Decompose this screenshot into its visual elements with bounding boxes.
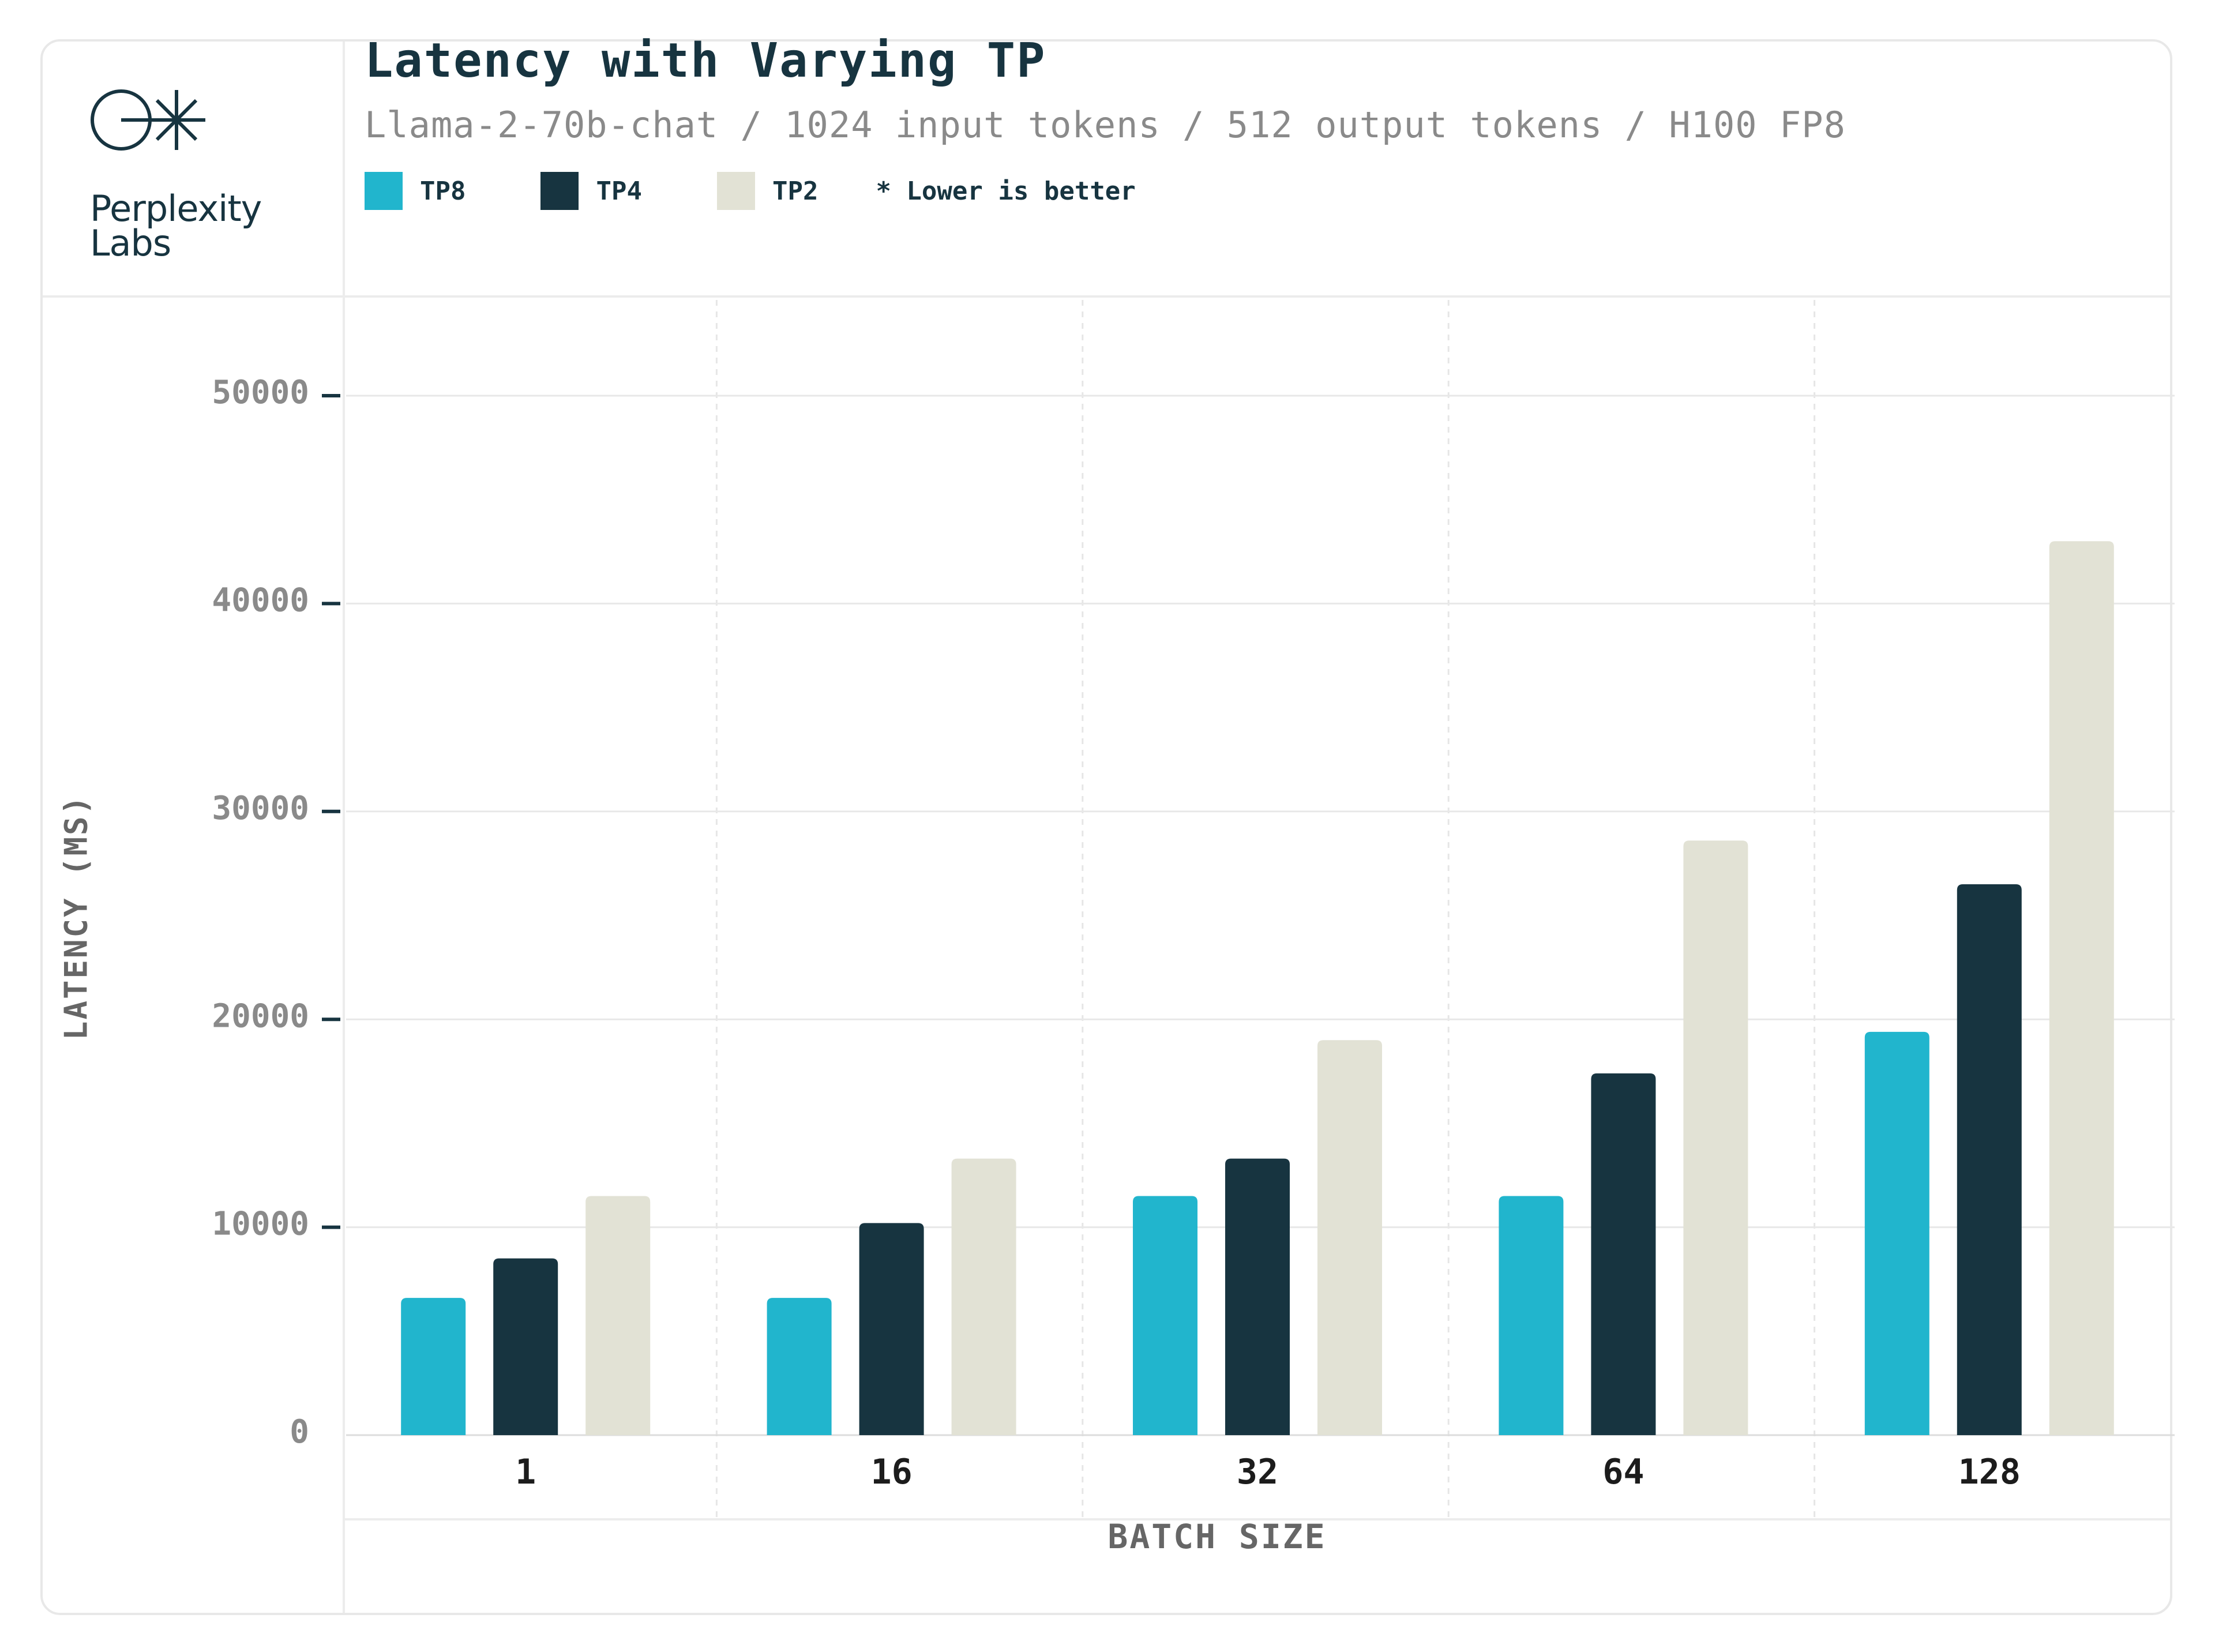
chart-card: Perplexity Labs xyxy=(40,39,2172,1615)
bar-tp8-batch-64 xyxy=(1499,1196,1564,1435)
legend-label-tp2: TP2 xyxy=(772,176,819,206)
x-tick-label: 1 xyxy=(515,1452,536,1492)
bar-tp2-batch-1 xyxy=(585,1196,651,1435)
perplexity-logo-icon xyxy=(91,89,205,151)
bar-tp4-batch-16 xyxy=(859,1223,924,1435)
brand-name: Perplexity Labs xyxy=(90,187,262,264)
bar-tp8-batch-16 xyxy=(767,1298,832,1435)
legend-item-tp2: TP2 xyxy=(716,172,819,210)
bar-tp2-batch-32 xyxy=(1317,1040,1382,1435)
y-tick-label: 0 xyxy=(290,1413,309,1451)
header-divider xyxy=(43,295,2170,298)
x-tick-label: 32 xyxy=(1237,1452,1278,1492)
x-tick-label: 64 xyxy=(1602,1452,1644,1492)
bar-tp2-batch-128 xyxy=(2049,541,2114,1435)
lower-is-better-note: * Lower is better xyxy=(876,176,1136,206)
y-tick-label: 40000 xyxy=(212,582,309,620)
bar-tp4-batch-64 xyxy=(1591,1073,1656,1435)
x-tick-label: 128 xyxy=(1958,1452,2021,1492)
legend-swatch-tp2 xyxy=(716,172,755,210)
xaxis-label-divider xyxy=(343,1518,2170,1520)
bar-tp4-batch-128 xyxy=(1957,884,2022,1435)
y-tick-label: 20000 xyxy=(212,997,309,1035)
y-tick-label: 30000 xyxy=(212,790,309,827)
chart-title: Latency with Varying TP xyxy=(365,33,1046,88)
legend-label-tp4: TP4 xyxy=(596,176,642,206)
legend-swatch-tp8 xyxy=(365,172,403,210)
bar-tp4-batch-32 xyxy=(1225,1158,1290,1435)
bar-tp8-batch-1 xyxy=(401,1298,466,1435)
y-tick-label: 10000 xyxy=(212,1206,309,1243)
chart-subtitle: Llama-2-70b-chat / 1024 input tokens / 5… xyxy=(365,104,1846,146)
bar-tp2-batch-16 xyxy=(951,1158,1016,1435)
bar-tp4-batch-1 xyxy=(493,1258,558,1435)
x-tick-label: 16 xyxy=(870,1452,912,1492)
bar-tp8-batch-32 xyxy=(1133,1196,1197,1435)
legend-item-tp8: TP8 xyxy=(365,172,465,210)
vertical-divider xyxy=(343,42,345,1613)
y-tick-label: 50000 xyxy=(212,374,309,411)
bar-tp8-batch-128 xyxy=(1864,1031,1929,1435)
legend-swatch-tp4 xyxy=(540,172,579,210)
bar-tp2-batch-64 xyxy=(1683,840,1748,1435)
x-axis-label: BATCH SIZE xyxy=(1108,1517,1327,1556)
legend-item-tp4: TP4 xyxy=(540,172,642,210)
brand-area: Perplexity Labs xyxy=(43,42,343,296)
legend: TP8 TP4 TP2 * Lower is better xyxy=(365,171,1136,211)
legend-label-tp8: TP8 xyxy=(420,176,466,206)
